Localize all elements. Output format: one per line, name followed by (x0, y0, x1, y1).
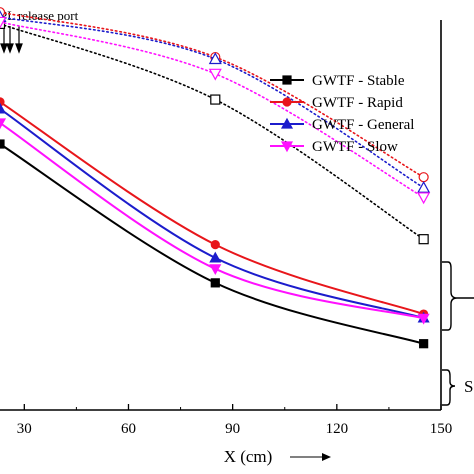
dotted-series-layer (0, 7, 431, 245)
marker-square (282, 75, 292, 85)
x-tick-label: 90 (225, 421, 240, 437)
x-tick-label: 120 (326, 421, 349, 437)
marker-triangle-down (0, 16, 7, 29)
marker-triangle (208, 52, 222, 65)
x-axis-title-arrow (290, 453, 331, 461)
x-tick-label: 60 (121, 421, 136, 437)
marker-circle (282, 97, 292, 107)
marker-triangle (280, 117, 294, 129)
bracket-upper (442, 261, 458, 331)
legend-label: GWTF - Slow (312, 139, 398, 155)
marker-square (0, 139, 5, 149)
marker-triangle (417, 180, 431, 193)
marker-square (210, 278, 220, 288)
legend-label: GWTF - Stable (312, 73, 405, 89)
marker-triangle-down (417, 313, 430, 325)
marker-triangle-down (208, 68, 222, 81)
marker-triangle (209, 251, 222, 263)
bracket-lower (442, 369, 456, 406)
marker-triangle-down (280, 141, 294, 153)
marker-triangle-down (417, 192, 431, 205)
solid-series-layer (0, 97, 430, 349)
side-label-bottom: S (464, 377, 473, 396)
marker-circle (0, 97, 5, 107)
legend-label: GWTF - General (312, 117, 414, 133)
x-tick-label: 150 (430, 421, 453, 437)
marker-triangle-down (209, 264, 222, 276)
marker-circle (210, 240, 220, 250)
dotted-series-line (0, 23, 425, 240)
release-port-arrows (0, 26, 23, 54)
x-tick-label: 30 (17, 421, 32, 437)
x-axis-title: X (cm) (224, 447, 273, 466)
marker-square (419, 339, 429, 349)
marker-triangle-down (0, 118, 7, 130)
marker-circle (418, 172, 429, 183)
x-axis-ticks: 30 60 90 120 150 (17, 404, 452, 437)
marker-square (418, 234, 429, 245)
release-port-label: PL release port (0, 8, 79, 23)
legend: GWTF - Stable GWTF - Rapid GWTF - General G… (270, 73, 414, 155)
marker-square (210, 94, 221, 105)
legend-label: GWTF - Rapid (312, 95, 403, 111)
marker-triangle (0, 102, 7, 114)
